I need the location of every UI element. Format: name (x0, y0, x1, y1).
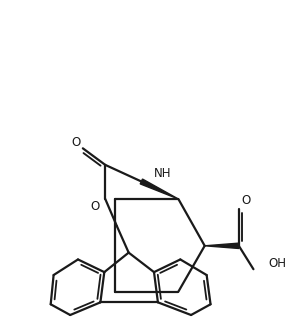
Polygon shape (140, 179, 178, 199)
Polygon shape (205, 243, 239, 249)
Text: OH: OH (268, 257, 286, 270)
Text: O: O (90, 200, 99, 213)
Text: O: O (241, 194, 250, 207)
Text: NH: NH (154, 167, 172, 180)
Text: O: O (71, 136, 81, 149)
